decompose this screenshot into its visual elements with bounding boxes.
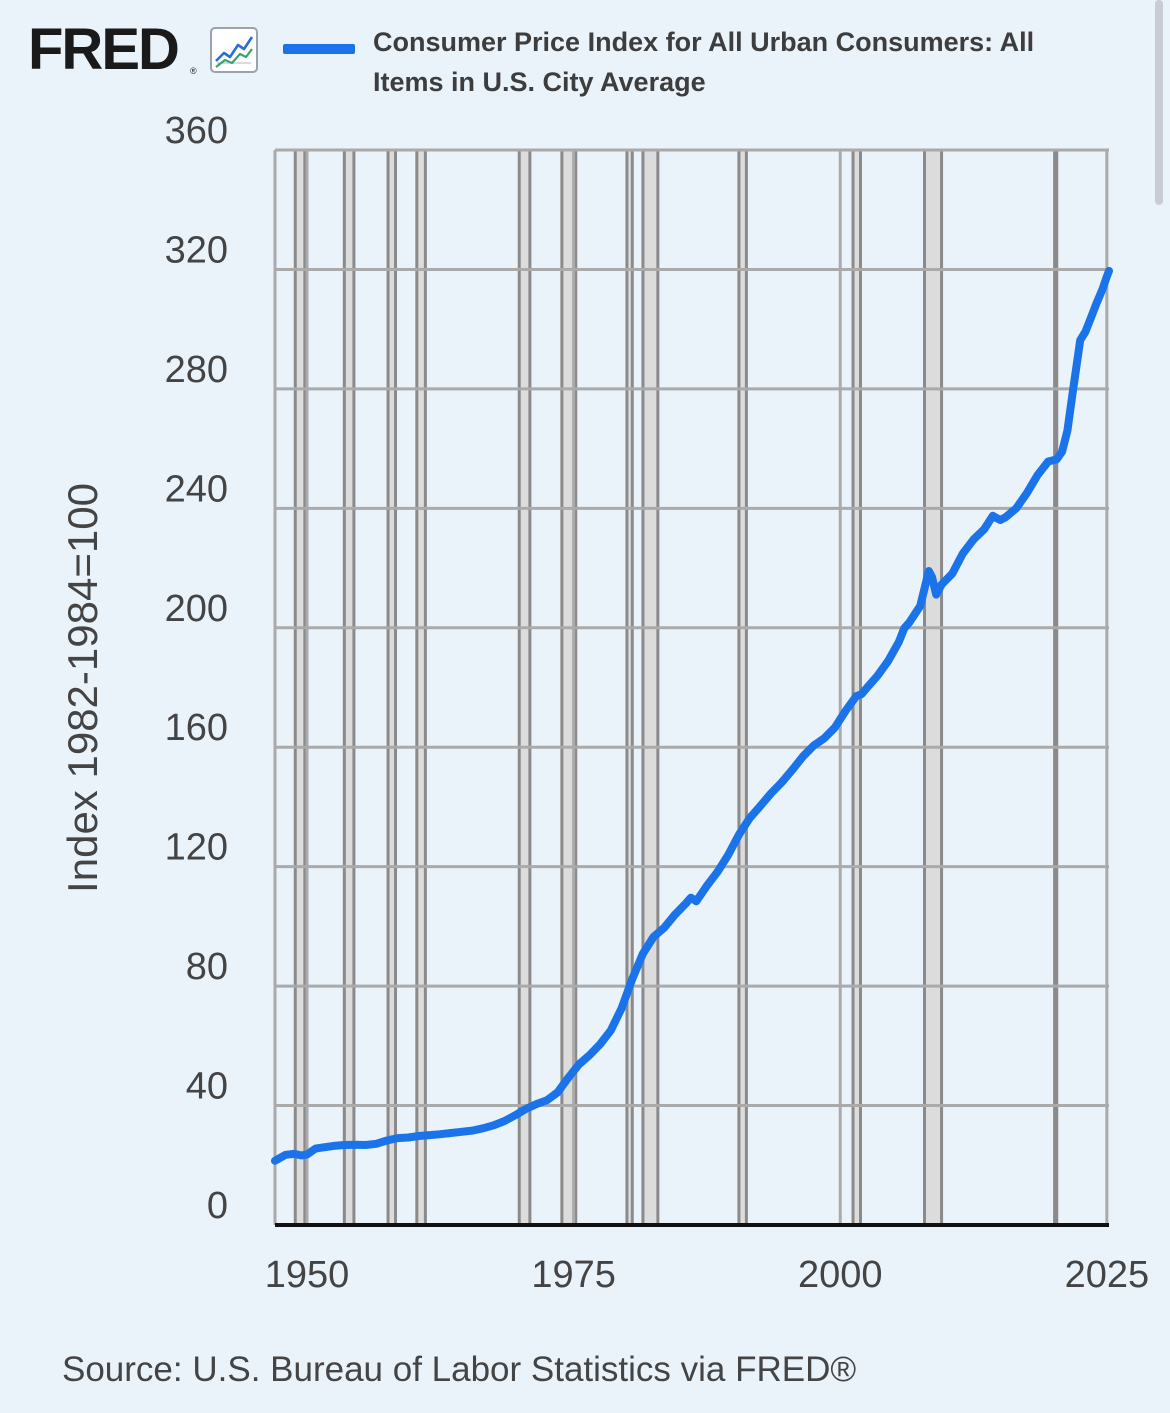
recession-band [924,150,942,1225]
y-tick-label: 80 [186,946,228,988]
chart-plot: 0 40 80 120 160 200 240 280 320 360 1950 1975 2000 2… [59,110,1149,1296]
x-axis-ticks: 1950 1975 2000 2025 [265,1254,1149,1296]
x-tick-label: 1975 [531,1254,616,1296]
y-axis-label: Index 1982-1984=100 [59,483,106,893]
y-tick-label: 40 [186,1066,228,1108]
scrollbar[interactable] [1155,0,1163,205]
recession-band [738,150,747,1225]
recession-band [642,150,658,1225]
recession-band [519,150,530,1225]
recession-band [853,150,861,1225]
y-tick-label: 200 [165,588,228,630]
recession-band [344,150,354,1225]
recession-band [626,150,633,1225]
horizontal-grid [275,148,1109,1108]
x-tick-label: 2025 [1065,1254,1150,1296]
recession-band [416,150,426,1225]
y-tick-label: 120 [165,827,228,869]
fred-registered-mark: ® [190,66,197,76]
recession-bands [293,150,1059,1225]
vertical-grid [273,150,1109,1225]
y-tick-label: 280 [165,349,228,391]
y-tick-label: 0 [207,1185,228,1227]
legend-swatch [283,44,355,54]
source-note: Source: U.S. Bureau of Labor Statistics … [62,1350,857,1389]
y-tick-label: 360 [165,110,228,152]
recession-band [295,150,305,1225]
legend-series-label: Consumer Price Index for All Urban Consu… [373,27,1035,97]
chart-header: FRED ® Consumer Price Index for All Urba… [0,0,1170,120]
x-tick-label: 1950 [265,1254,350,1296]
y-tick-label: 160 [165,707,228,749]
x-tick-label: 2000 [798,1254,883,1296]
trend-line-icon [210,27,258,73]
y-axis-ticks: 0 40 80 120 160 200 240 280 320 360 [165,110,228,1227]
recession-band [388,150,396,1225]
series-line [271,266,1113,1165]
y-tick-label: 320 [165,229,228,271]
fred-logo[interactable]: FRED [28,17,180,82]
y-tick-label: 240 [165,468,228,510]
